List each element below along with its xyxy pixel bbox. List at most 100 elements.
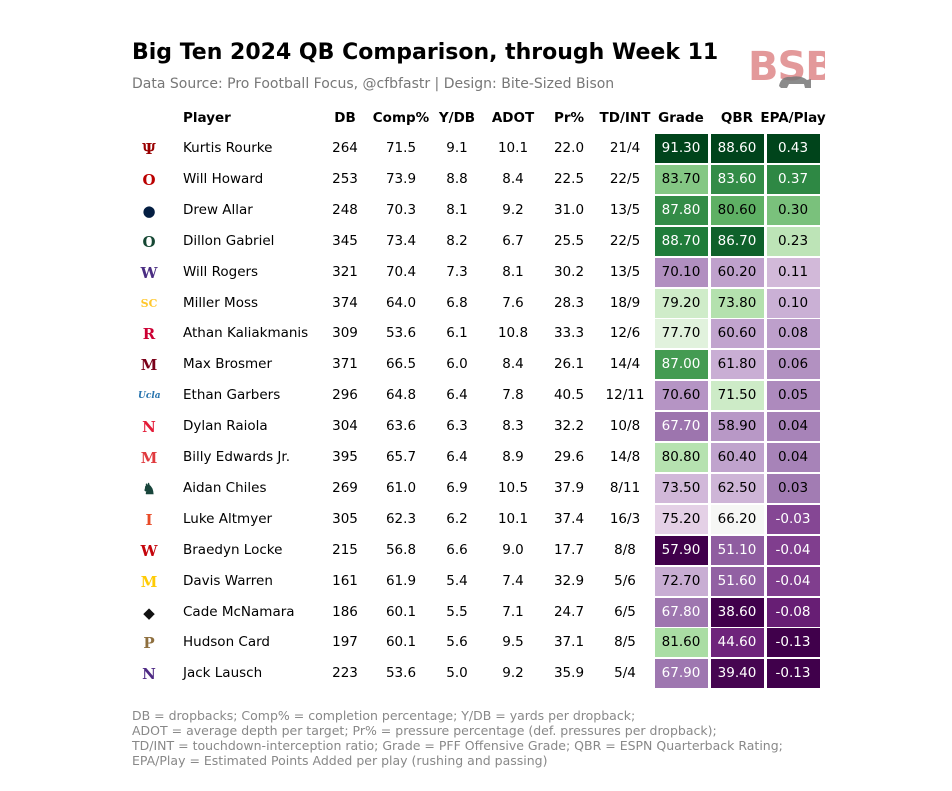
comp-cell: 70.4 [385,263,417,280]
pr-cell: 40.5 [553,387,585,404]
qbr-heat-cell: 39.40 [710,659,764,689]
epa-heat-cell: -0.13 [766,628,820,658]
page-subtitle: Data Source: Pro Football Focus, @cfbfas… [132,76,615,92]
table-row: R Athan Kaliakmanis 309 53.6 6.1 10.8 33.3 12/6… [0,318,952,349]
adot-cell: 8.1 [502,263,524,280]
michigan-logo-icon: M [140,572,158,591]
adot-cell: 7.8 [502,387,524,404]
ydb-cell: 6.6 [446,541,468,558]
indiana-logo-icon: Ψ [142,140,156,158]
tdint-cell: 12/11 [605,387,645,404]
comp-cell: 73.4 [385,232,417,249]
epa-heat-cell: -0.04 [766,566,820,596]
player-name: Cade McNamara [183,603,295,620]
footnote-line: EPA/Play = Estimated Points Added per pl… [132,753,548,768]
grade-heat-cell: 67.70 [654,412,708,442]
ohio-state-logo-icon: O [142,170,156,189]
player-name: Davis Warren [183,572,273,589]
ydb-cell: 6.1 [446,325,468,342]
qbr-heat-cell: 51.60 [710,566,764,596]
wisconsin-logo-icon: W [140,541,158,560]
ydb-cell: 9.1 [446,140,468,156]
qbr-heat-cell: 62.50 [710,473,764,503]
player-name: Jack Lausch [183,665,263,682]
comp-cell: 56.8 [385,541,417,558]
epa-heat-cell: 0.43 [766,134,820,163]
comp-cell: 60.1 [385,603,417,620]
pr-cell: 31.0 [553,201,585,218]
footnote-line: ADOT = average depth per target; Pr% = p… [132,723,717,738]
adot-cell: 10.1 [497,510,529,527]
grade-heat-cell: 87.00 [654,350,708,380]
epa-heat-cell: 0.37 [766,164,820,194]
epa-heat-cell: 0.03 [766,473,820,503]
player-name: Billy Edwards Jr. [183,449,290,465]
epa-heat-cell: 0.04 [766,443,820,472]
pr-cell: 24.7 [553,603,585,620]
comp-cell: 71.5 [385,140,417,156]
db-cell: 264 [332,140,358,156]
nebraska-logo-icon: N [142,418,156,437]
player-name: Kurtis Rourke [183,140,273,156]
column-header-qbr: QBR [720,110,754,126]
tdint-cell: 5/4 [614,665,636,682]
player-name: Dylan Raiola [183,418,268,435]
grade-heat-cell: 72.70 [654,566,708,596]
column-header-comp: Comp% [372,110,430,126]
pr-cell: 28.3 [553,294,585,311]
adot-cell: 8.3 [502,418,524,435]
tdint-cell: 22/5 [609,170,641,187]
ydb-cell: 6.0 [446,356,468,373]
column-header-epa: EPA/Play [760,110,826,126]
table-row: I Luke Altmyer 305 62.3 6.2 10.1 37.4 16/3 75.20… [0,504,952,535]
washington-logo-icon: W [140,263,158,282]
table-row: Ucla Ethan Garbers 296 64.8 6.4 7.8 40.5 12/11 7… [0,380,952,411]
db-cell: 374 [332,294,358,311]
table-row: M Max Brosmer 371 66.5 6.0 8.4 26.1 14/4 87.00 61… [0,349,952,380]
comp-cell: 73.9 [385,170,417,187]
player-name: Athan Kaliakmanis [183,325,309,342]
qbr-heat-cell: 88.60 [710,134,764,163]
qb-comparison-table: Player DB Comp% Y/DB ADOT Pr% TD/INT Grade QBR EP… [0,110,952,689]
northwestern-logo-icon: N [142,665,156,684]
grade-heat-cell: 70.10 [654,257,708,287]
table-row: O Dillon Gabriel 345 73.4 8.2 6.7 25.5 22/5 88.7… [0,226,952,257]
db-cell: 321 [332,263,358,280]
db-cell: 304 [332,418,358,435]
player-name: Luke Altmyer [183,510,273,527]
ydb-cell: 7.3 [446,263,468,280]
grade-heat-cell: 91.30 [654,134,708,163]
comp-cell: 64.8 [385,387,417,404]
tdint-cell: 6/5 [614,603,636,620]
penn-state-logo-icon: ● [142,201,156,220]
table-row: ● Drew Allar 248 70.3 8.1 9.2 31.0 13/5 87.80 80.… [0,195,952,226]
adot-cell: 7.1 [502,603,524,620]
column-header-db: DB [334,110,356,126]
qbr-heat-cell: 44.60 [710,628,764,658]
comp-cell: 61.9 [385,572,417,589]
maryland-logo-icon: M [140,449,158,467]
grade-heat-cell: 81.60 [654,628,708,658]
grade-heat-cell: 57.90 [654,535,708,565]
table-row: W Will Rogers 321 70.4 7.3 8.1 30.2 13/5 70.10 60… [0,257,952,288]
grade-heat-cell: 67.80 [654,597,708,627]
player-name: Miller Moss [183,294,259,311]
db-cell: 269 [332,479,358,496]
tdint-cell: 14/8 [609,449,641,465]
comp-cell: 53.6 [385,325,417,342]
grade-heat-cell: 88.70 [654,226,708,256]
adot-cell: 9.5 [502,634,524,651]
ydb-cell: 8.2 [446,232,468,249]
pr-cell: 29.6 [553,449,585,465]
pr-cell: 22.5 [553,170,585,187]
grade-heat-cell: 67.90 [654,659,708,689]
tdint-cell: 12/6 [609,325,641,342]
table-row: W Braedyn Locke 215 56.8 6.6 9.0 17.7 8/8 57.90 5… [0,535,952,566]
ydb-cell: 5.5 [446,603,468,620]
tdint-cell: 18/9 [609,294,641,311]
page-title: Big Ten 2024 QB Comparison, through Week… [132,40,719,65]
tdint-cell: 10/8 [609,418,641,435]
ydb-cell: 5.4 [446,572,468,589]
oregon-logo-icon: O [142,232,156,251]
adot-cell: 7.6 [502,294,524,311]
